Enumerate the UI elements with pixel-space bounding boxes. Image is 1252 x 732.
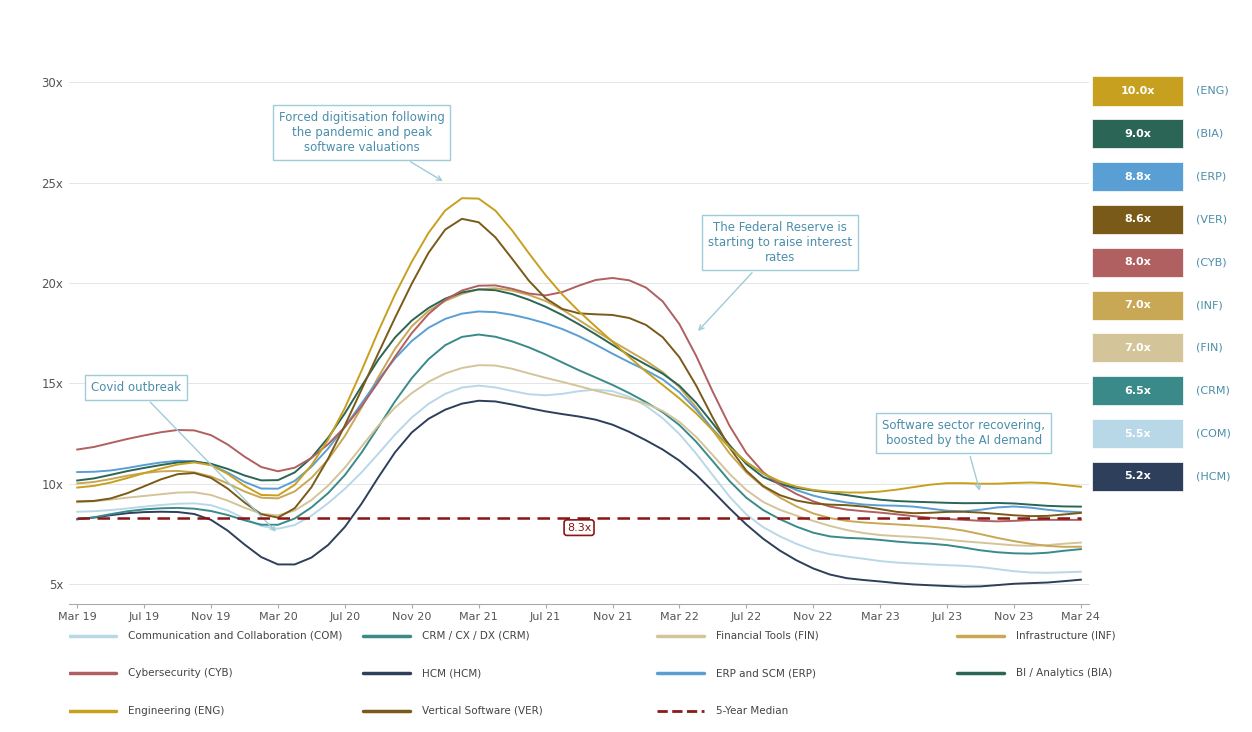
FancyBboxPatch shape: [1092, 419, 1183, 448]
FancyBboxPatch shape: [1092, 119, 1183, 149]
Text: (BIA): (BIA): [1196, 129, 1223, 139]
Text: 5-Year Median: 5-Year Median: [716, 706, 789, 716]
Text: (INF): (INF): [1196, 300, 1222, 310]
Text: 5.5x: 5.5x: [1124, 428, 1151, 438]
FancyBboxPatch shape: [1092, 333, 1183, 362]
Text: Engineering (ENG): Engineering (ENG): [128, 706, 224, 716]
Text: 8.8x: 8.8x: [1124, 171, 1151, 182]
Text: Communication and Collaboration (COM): Communication and Collaboration (COM): [128, 631, 342, 641]
Text: 8.6x: 8.6x: [1124, 214, 1151, 225]
Text: Financial Tools (FIN): Financial Tools (FIN): [716, 631, 819, 641]
Text: (CRM): (CRM): [1196, 386, 1229, 396]
Text: (ENG): (ENG): [1196, 86, 1228, 96]
Text: HCM (HCM): HCM (HCM): [422, 668, 481, 679]
Text: (COM): (COM): [1196, 428, 1231, 438]
Text: 8.3x: 8.3x: [567, 523, 591, 533]
Text: (ERP): (ERP): [1196, 171, 1226, 182]
Text: (VER): (VER): [1196, 214, 1227, 225]
FancyBboxPatch shape: [1092, 462, 1183, 491]
Text: (CYB): (CYB): [1196, 257, 1226, 267]
Text: Cybersecurity (CYB): Cybersecurity (CYB): [128, 668, 233, 679]
Text: Vertical Software (VER): Vertical Software (VER): [422, 706, 542, 716]
Text: BI / Analytics (BIA): BI / Analytics (BIA): [1017, 668, 1113, 679]
Text: 6.5x: 6.5x: [1124, 386, 1151, 396]
Text: Covid outbreak: Covid outbreak: [91, 381, 275, 531]
Text: The Federal Reserve is
starting to raise interest
rates: The Federal Reserve is starting to raise…: [699, 221, 851, 330]
Text: 7.0x: 7.0x: [1124, 300, 1151, 310]
Text: EV / NTM REVENUE: EV / NTM REVENUE: [15, 18, 237, 37]
Text: 10.0x: 10.0x: [1121, 86, 1154, 96]
Text: ERP and SCM (ERP): ERP and SCM (ERP): [716, 668, 816, 679]
Text: Infrastructure (INF): Infrastructure (INF): [1017, 631, 1116, 641]
FancyBboxPatch shape: [1092, 291, 1183, 320]
Text: 8.0x: 8.0x: [1124, 257, 1151, 267]
Text: 7.0x: 7.0x: [1124, 343, 1151, 353]
Text: 5.2x: 5.2x: [1124, 471, 1151, 482]
Text: 9.0x: 9.0x: [1124, 129, 1151, 139]
FancyBboxPatch shape: [1092, 247, 1183, 277]
FancyBboxPatch shape: [1092, 162, 1183, 191]
Text: (FIN): (FIN): [1196, 343, 1222, 353]
FancyBboxPatch shape: [1092, 376, 1183, 406]
Text: CRM / CX / DX (CRM): CRM / CX / DX (CRM): [422, 631, 530, 641]
Text: Software sector recovering,
boosted by the AI demand: Software sector recovering, boosted by t…: [883, 419, 1045, 490]
Text: Forced digitisation following
the pandemic and peak
software valuations: Forced digitisation following the pandem…: [279, 111, 444, 180]
Text: (HCM): (HCM): [1196, 471, 1231, 482]
FancyBboxPatch shape: [1092, 76, 1183, 105]
FancyBboxPatch shape: [1092, 205, 1183, 234]
